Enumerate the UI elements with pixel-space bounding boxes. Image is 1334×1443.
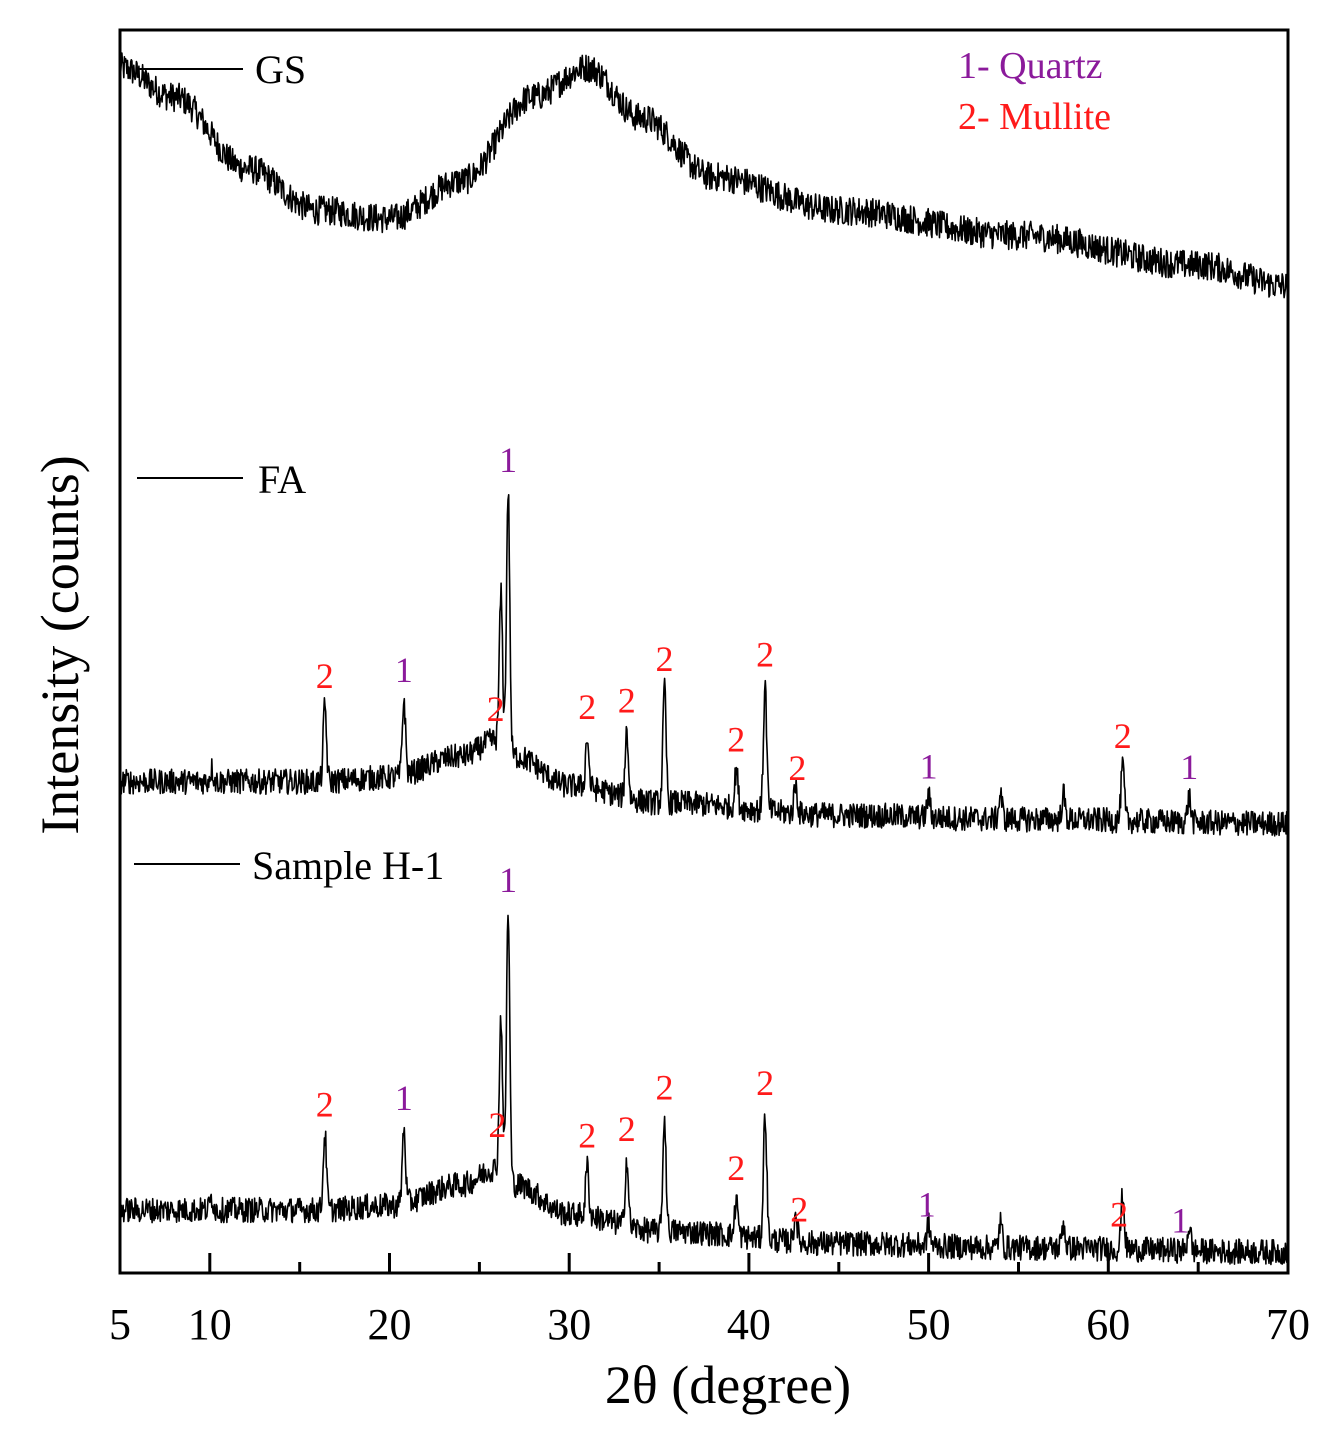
x-tick-label: 60 [1086,1300,1130,1349]
legend-entry-gs: GS [137,47,306,92]
peak-label: 2 [488,1105,506,1145]
plot-frame [118,28,1290,1275]
y-axis-title: Intensity (counts) [30,455,90,834]
series-line-fa [119,494,1289,837]
x-tick-label: 30 [547,1300,591,1349]
peak-label: 1 [918,1184,936,1224]
peak-label: 2 [756,1063,774,1103]
peak-label: 2 [756,635,774,675]
legend-label-fa: FA [258,457,306,502]
peak-label: 2 [656,639,674,679]
peak-label: 2 [578,687,596,727]
x-tick-label: 5 [109,1300,131,1349]
x-tick-label: 10 [188,1300,232,1349]
x-axis-title: 2θ (degree) [605,1355,851,1415]
peak-label: 1 [1171,1201,1189,1241]
peak-label: 2 [1110,1195,1128,1235]
peak-label: 1 [499,440,517,480]
phase-key-quartz: 1- Quartz [958,45,1103,87]
peak-label: 2 [578,1115,596,1155]
peak-label: 1 [499,860,517,900]
series-line-sample-h-1 [119,914,1289,1266]
x-tick-label: 70 [1266,1300,1310,1349]
peak-label: 1 [395,650,413,690]
peak-label: 2 [790,1190,808,1230]
peak-label: 2 [316,656,334,696]
peak-label: 2 [618,681,636,721]
peak-label: 2 [656,1068,674,1108]
legend-entry-fa: FA [137,457,306,502]
x-axis-tick-labels: 5 10 20 30 40 50 60 70 [109,1300,1310,1349]
peak-label: 2 [788,748,806,788]
peak-label: 1 [1180,747,1198,787]
peak-label: 1 [395,1078,413,1118]
x-tick-label: 40 [727,1300,771,1349]
peak-label: 1 [920,746,938,786]
series-traces [119,52,1289,1266]
peak-label: 2 [1114,716,1132,756]
x-tick-label: 50 [907,1300,951,1349]
peak-label: 2 [727,720,745,760]
legend-entry-sample-h1: Sample H-1 [134,843,444,888]
legend-label-sample-h1: Sample H-1 [252,843,444,888]
legend-label-gs: GS [255,47,306,92]
x-tick-label: 20 [368,1300,412,1349]
peak-label: 2 [316,1084,334,1124]
peak-label: 2 [487,689,505,729]
peak-label: 2 [727,1148,745,1188]
x-axis-ticks [118,1253,1290,1273]
peak-label: 2 [618,1109,636,1149]
series-line-gs [119,52,1289,299]
phase-key-mullite: 2- Mullite [958,96,1111,138]
